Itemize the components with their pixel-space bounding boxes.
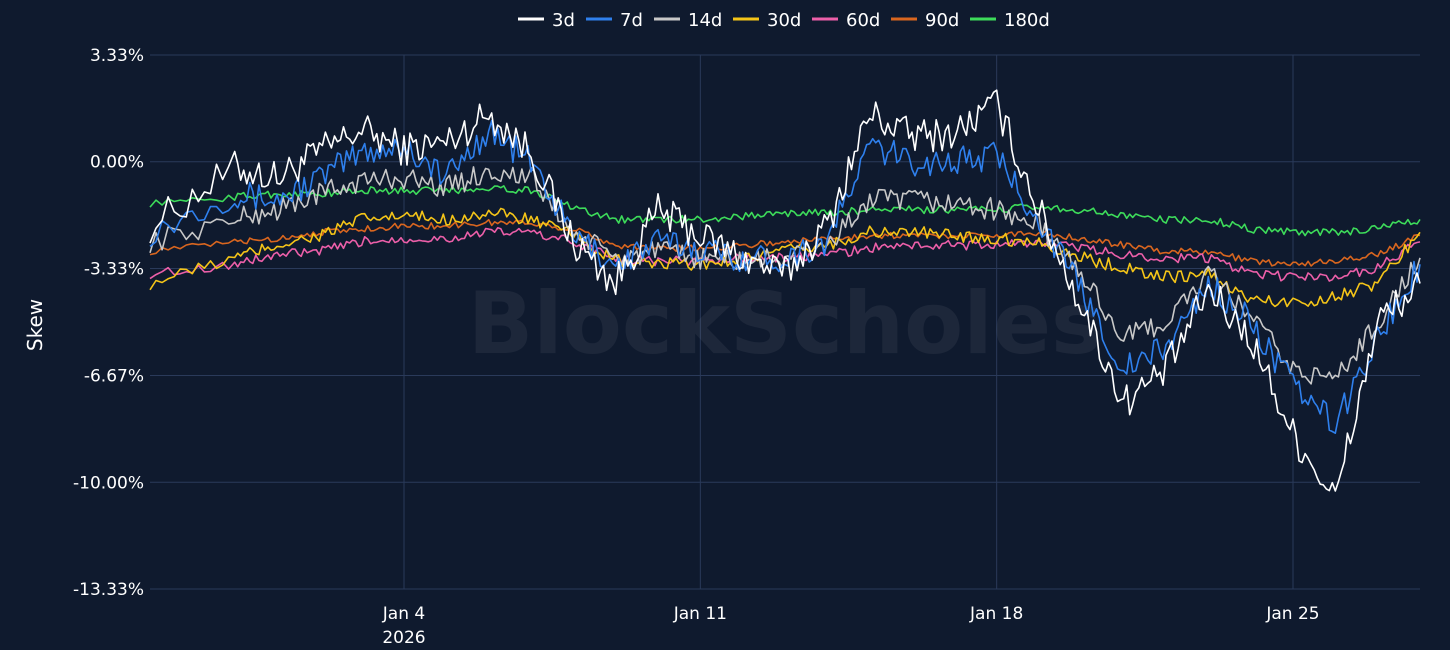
legend-label: 14d [688, 10, 722, 31]
legend-item-30d[interactable]: 30d [733, 10, 801, 31]
series-line-7d [149, 119, 1421, 434]
x-axis-ticks: Jan 4 2026 Jan 11 Jan 18 Jan 25 [382, 604, 1320, 648]
series-line-60d [149, 227, 1421, 282]
legend-label: 60d [846, 10, 880, 31]
legend-label: 90d [925, 10, 959, 31]
y-axis-title: Skew [23, 299, 47, 351]
y-tick-label: 3.33% [90, 46, 144, 66]
legend[interactable]: 3d 7d 14d 30d 60d 90d 180d [518, 10, 1050, 31]
y-axis-ticks: 3.33% 0.00% -3.33% -6.67% -10.00% -13.33% [73, 46, 144, 600]
legend-item-60d[interactable]: 60d [812, 10, 880, 31]
y-tick-label: 0.00% [90, 153, 144, 173]
x-tick-sublabel: 2026 [382, 628, 425, 648]
y-tick-label: -6.67% [84, 367, 144, 387]
x-tick-label: Jan 4 [382, 604, 425, 624]
series-line-30d [149, 207, 1421, 308]
legend-item-14d[interactable]: 14d [654, 10, 722, 31]
legend-item-3d[interactable]: 3d [518, 10, 575, 31]
legend-item-7d[interactable]: 7d [586, 10, 643, 31]
series-lines [149, 89, 1421, 492]
y-tick-label: -10.00% [73, 473, 144, 493]
x-tick-label: Jan 25 [1265, 604, 1319, 624]
x-tick-label: Jan 11 [673, 604, 727, 624]
series-line-3d [149, 89, 1421, 492]
watermark-text: BlockScholes [468, 274, 1103, 374]
legend-label: 180d [1004, 10, 1050, 31]
legend-label: 30d [767, 10, 801, 31]
x-tick-label: Jan 18 [969, 604, 1023, 624]
legend-label: 7d [620, 10, 643, 31]
legend-item-90d[interactable]: 90d [891, 10, 959, 31]
series-line-180d [149, 185, 1421, 237]
legend-item-180d[interactable]: 180d [970, 10, 1050, 31]
series-line-90d [149, 218, 1421, 267]
y-tick-label: -3.33% [84, 259, 144, 279]
y-tick-label: -13.33% [73, 580, 144, 600]
grid [150, 54, 1420, 590]
legend-label: 3d [552, 10, 575, 31]
